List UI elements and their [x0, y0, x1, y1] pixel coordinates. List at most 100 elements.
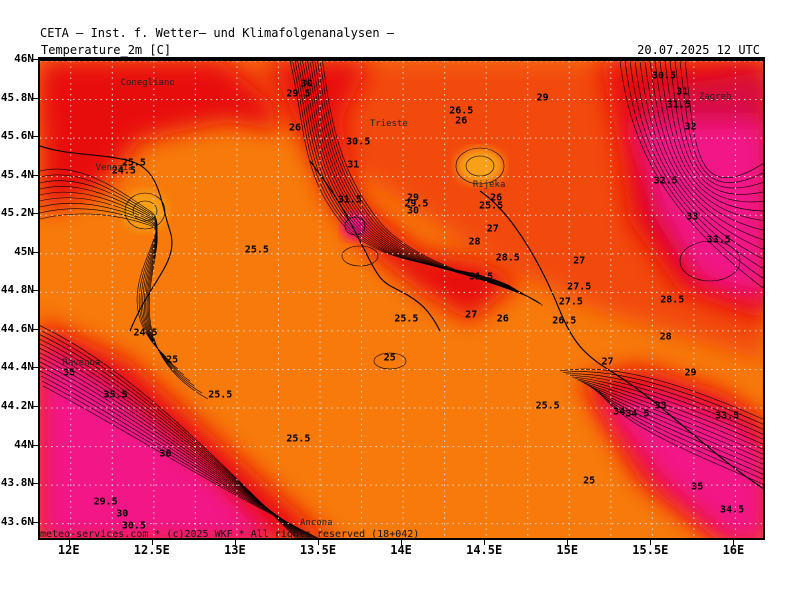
contour-label: 29.5 — [286, 88, 311, 100]
lat-tick-label: 45.4N — [0, 167, 34, 181]
isotherm-line — [40, 191, 185, 376]
contour-label: 29 — [536, 92, 549, 104]
contour-label: 33 — [654, 400, 667, 412]
lat-tick — [33, 136, 38, 138]
contour-label: 29.5 — [404, 198, 429, 210]
city-label-zagreb: Zagreb — [698, 91, 732, 102]
field-magenta-southeast — [600, 391, 763, 538]
lon-tick — [234, 540, 236, 545]
contour-label: 26 — [496, 313, 509, 325]
lon-tick — [317, 540, 319, 545]
lat-tick — [33, 367, 38, 369]
contour-label: 26.5 — [552, 315, 577, 327]
contour-label: 31 — [347, 159, 360, 171]
contour-label: 30 — [300, 78, 313, 90]
isotherm-loop — [344, 216, 366, 236]
isotherm-line — [40, 197, 191, 382]
lat-tick — [33, 97, 38, 99]
contour-label: 30.5 — [346, 136, 371, 148]
isotherm-line — [40, 168, 161, 352]
contour-label: 28.5 — [495, 252, 520, 264]
lon-tick-label: 15.5E — [632, 543, 669, 557]
temperature-field — [40, 61, 763, 538]
lat-tick-label: 43.8N — [0, 476, 34, 490]
contour-label: 36 — [159, 448, 172, 460]
coastline-west — [40, 145, 173, 332]
contour-label: 31.5 — [666, 99, 691, 111]
field-red-northwest — [40, 61, 280, 211]
contour-label: 25.5 — [121, 157, 146, 169]
lon-tick — [68, 540, 70, 545]
isotherm-line — [644, 61, 763, 240]
city-label-trieste: Trieste — [369, 118, 408, 129]
lat-tick — [33, 483, 38, 485]
contour-label: 30.5 — [121, 520, 146, 532]
contour-label: 25 — [583, 475, 596, 487]
contour-label: 34 — [613, 406, 626, 418]
contour-label: 33.5 — [715, 410, 740, 422]
lat-tick — [33, 328, 38, 330]
contour-label: 27 — [573, 255, 586, 267]
isotherm-line — [674, 61, 763, 189]
isotherm-line — [289, 61, 511, 287]
isotherm-loop — [679, 240, 741, 282]
isotherm-line — [649, 61, 763, 231]
contour-label: 28.5 — [660, 294, 685, 306]
isotherm-line — [42, 385, 319, 538]
lat-tick — [33, 174, 38, 176]
isotherm-line — [583, 382, 763, 460]
isotherm-line — [619, 61, 763, 289]
contour-label: 27.5 — [567, 281, 592, 293]
isotherm-line — [294, 61, 516, 290]
lat-tick — [33, 290, 38, 292]
isotherm-line — [302, 61, 523, 294]
isotherm-line — [299, 61, 521, 293]
city-label-venezia: Venezia — [95, 162, 134, 173]
contour-label: 28 — [468, 236, 481, 248]
isotherm-contours — [40, 61, 763, 538]
lat-tick-label: 44.8N — [0, 283, 34, 297]
temperature-map — [40, 61, 763, 538]
contour-label: 25 — [383, 352, 396, 364]
isotherm-loop — [465, 155, 495, 177]
contour-label: 25.5 — [535, 400, 560, 412]
isotherm-line — [568, 375, 763, 435]
contour-label: 34.5 — [625, 408, 650, 420]
isotherm-line — [559, 368, 763, 420]
field-light-pocket-rijeka — [456, 148, 504, 184]
city-label-conegliano: Conegliano — [120, 78, 175, 89]
isotherm-line — [41, 380, 318, 538]
contour-label: 33.5 — [706, 234, 731, 246]
chart-valid-time: 20.07.2025 12 UTC — [637, 43, 760, 57]
isotherm-line — [592, 387, 763, 475]
contour-label: 29 — [684, 367, 697, 379]
map-frame: 30 29.5 26 26.5 26 29 30.5 31 31.5 32 30.5 31 31.5 29… — [38, 59, 765, 540]
field-darkorange-north — [40, 61, 763, 360]
contour-label: 35 — [63, 367, 76, 379]
isotherm-line — [664, 61, 763, 203]
isotherm-loop — [455, 147, 505, 185]
isotherm-line — [574, 378, 763, 445]
isotherm-line — [669, 61, 763, 195]
contour-label: 25.5 — [208, 389, 233, 401]
lon-tick — [401, 540, 403, 545]
isotherm-loop — [124, 192, 166, 230]
contour-label: 26 — [455, 115, 468, 127]
coastline-istria — [309, 160, 441, 332]
chart-organization: CETA — Inst. f. Wetter— und Klimafolgena… — [40, 26, 395, 40]
contour-label: 27 — [486, 223, 499, 235]
contour-label: 27 — [601, 356, 614, 368]
lon-tick-label: 12.5E — [133, 543, 170, 557]
isotherm-line — [40, 213, 209, 400]
lat-tick-label: 44N — [14, 437, 34, 451]
contour-label: 27 — [465, 309, 478, 321]
lon-tick-label: 14E — [390, 543, 412, 557]
lat-tick — [33, 444, 38, 446]
contour-label: 35.5 — [103, 389, 128, 401]
contour-label: 26 — [490, 192, 503, 204]
lon-tick-label: 13.5E — [299, 543, 337, 557]
isotherm-line — [589, 385, 763, 470]
contour-label: 25.5 — [286, 433, 311, 445]
isotherm-line — [562, 371, 763, 425]
lat-tick-label: 45.8N — [0, 90, 34, 104]
